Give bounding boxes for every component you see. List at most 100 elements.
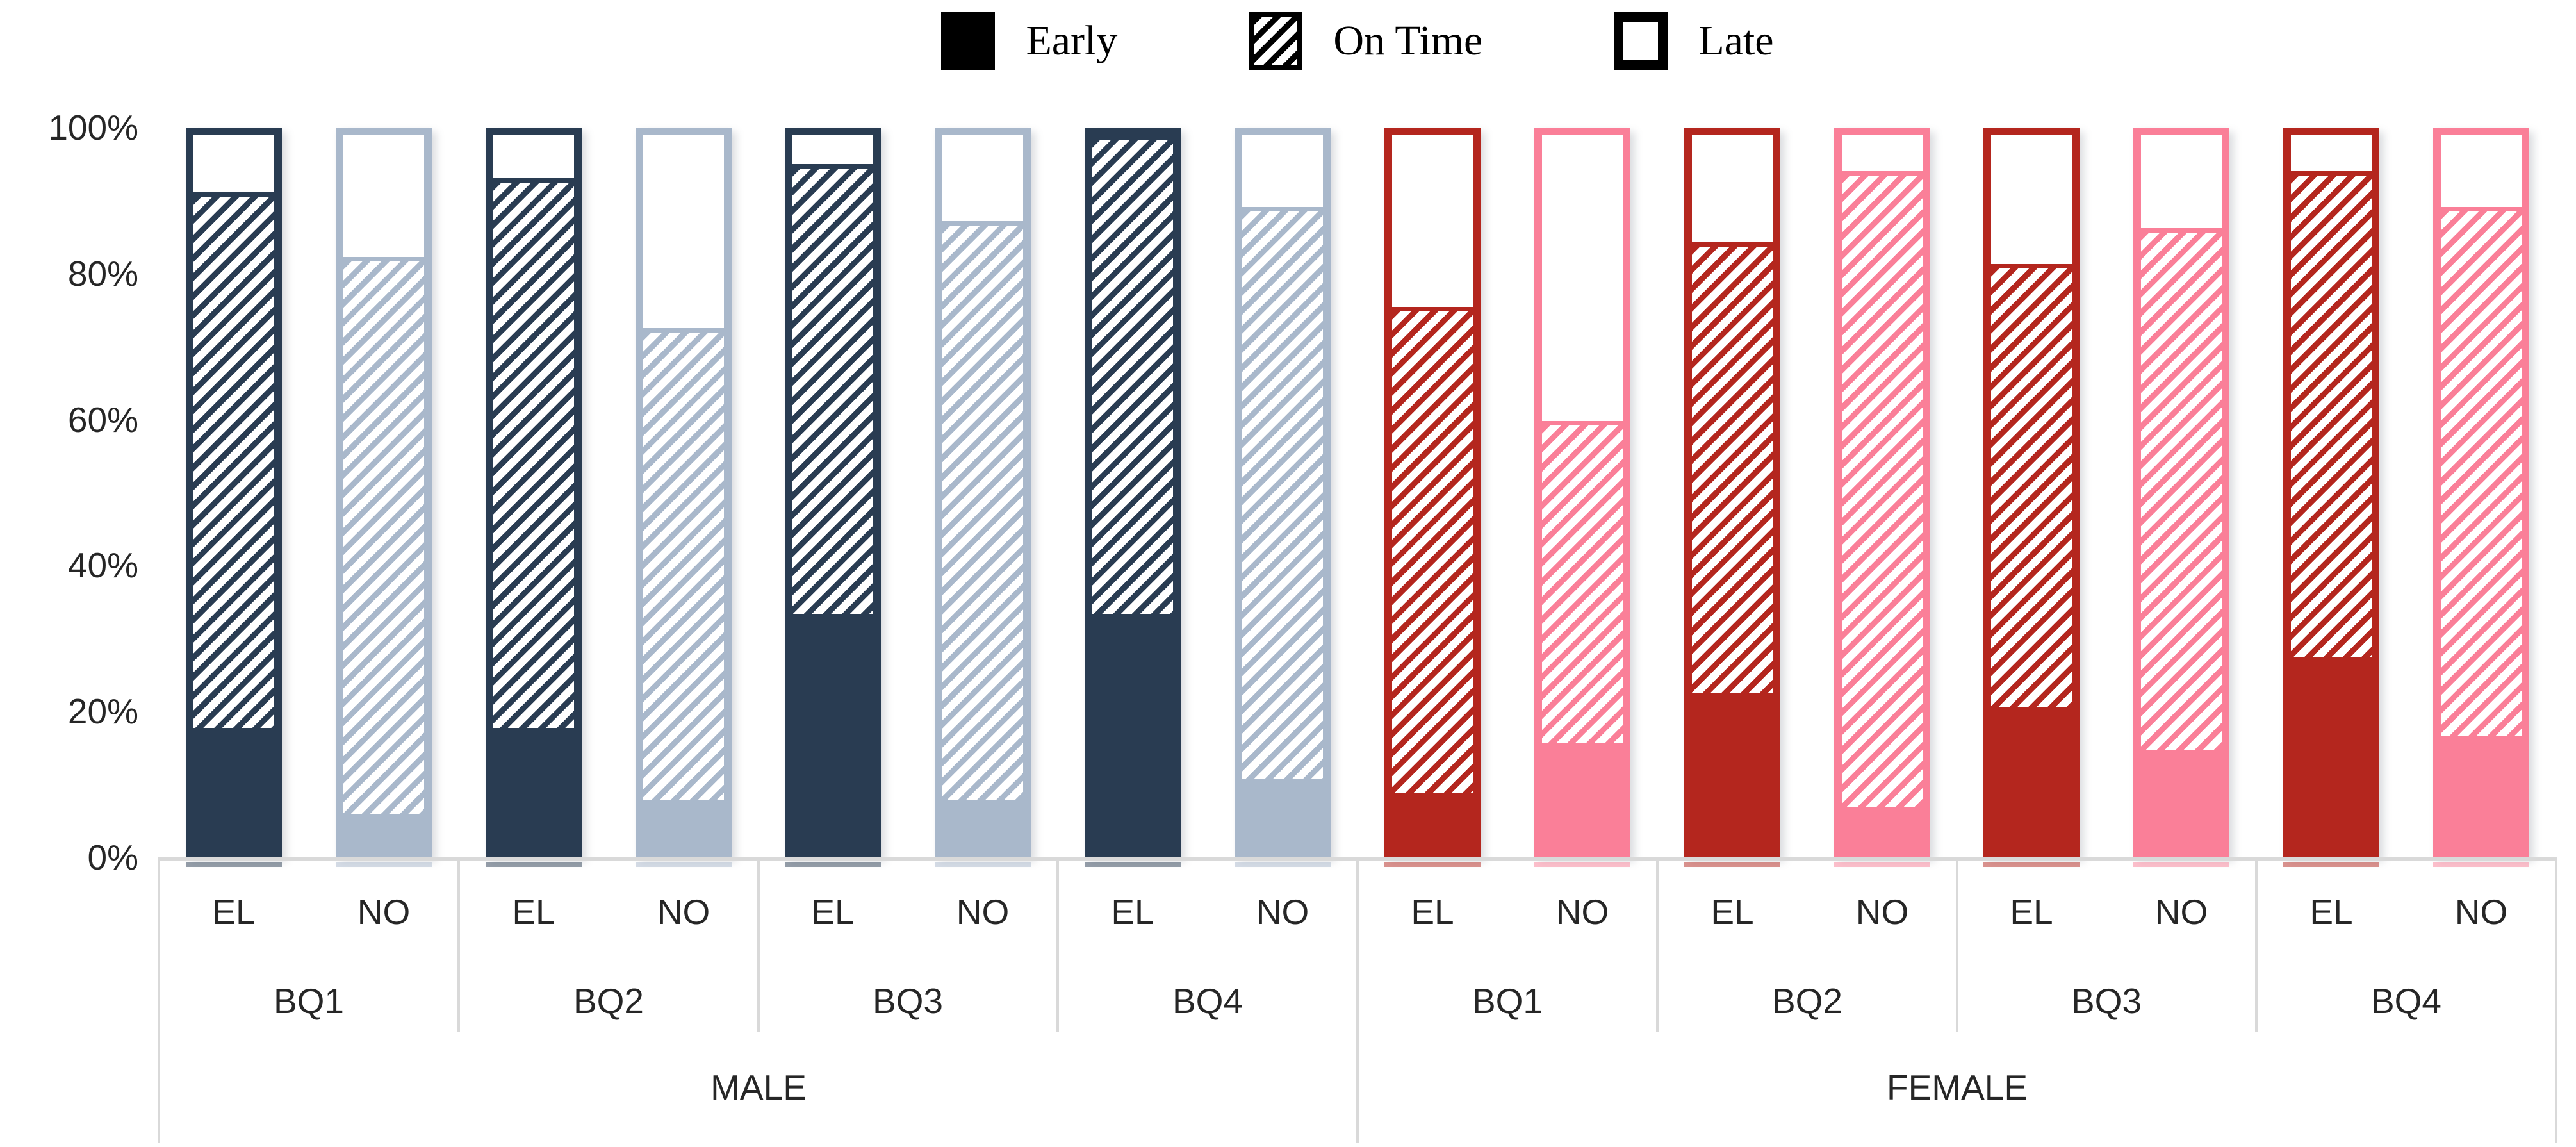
segment-on-time bbox=[1392, 306, 1473, 793]
bar-female-bq1-el bbox=[1384, 128, 1481, 857]
segment-late bbox=[2291, 135, 2372, 171]
legend-label-on-time: On Time bbox=[1333, 17, 1483, 64]
sub-category-label-female-bq3-no: NO bbox=[2154, 892, 2208, 932]
group-divider-line bbox=[1656, 857, 1659, 1032]
segment-early bbox=[643, 799, 724, 850]
segment-on-time bbox=[493, 177, 574, 729]
segment-early bbox=[942, 799, 1023, 850]
bar-bottom-shadow bbox=[2133, 862, 2229, 867]
segment-late bbox=[1842, 135, 1923, 171]
group-label-male-bq1: BQ1 bbox=[273, 981, 345, 1021]
segment-early bbox=[493, 728, 574, 850]
sub-category-label-female-bq4-no: NO bbox=[2454, 892, 2508, 932]
chart-legend: Early On Time Late bbox=[159, 3, 2556, 79]
bar-bottom-shadow bbox=[785, 862, 881, 867]
bar-female-bq4-no bbox=[2433, 128, 2529, 857]
sub-category-label-female-bq3-el: EL bbox=[2010, 892, 2053, 932]
section-divider-line bbox=[2555, 857, 2557, 1143]
y-tick-80: 80% bbox=[67, 254, 138, 293]
segment-late bbox=[193, 135, 274, 193]
section-divider-line bbox=[158, 857, 160, 1143]
on-time-hatched-swatch-icon bbox=[1249, 12, 1303, 70]
segment-late bbox=[1542, 135, 1623, 421]
segment-late bbox=[493, 135, 574, 178]
bar-bottom-shadow bbox=[2433, 862, 2529, 867]
segment-early bbox=[1542, 742, 1623, 850]
sub-category-label-male-bq2-el: EL bbox=[512, 892, 555, 932]
group-label-female-bq4: BQ4 bbox=[2370, 981, 2442, 1021]
group-label-male-bq4: BQ4 bbox=[1172, 981, 1243, 1021]
sub-category-label-male-bq1-no: NO bbox=[357, 892, 411, 932]
segment-early bbox=[2291, 656, 2372, 850]
segment-early bbox=[1692, 692, 1773, 850]
segment-on-time bbox=[643, 328, 724, 800]
segment-late bbox=[2141, 135, 2222, 228]
y-tick-100: 100% bbox=[48, 108, 138, 147]
bar-male-bq1-no bbox=[336, 128, 432, 857]
y-tick-60: 60% bbox=[67, 400, 138, 440]
group-divider-line bbox=[1056, 857, 1059, 1032]
group-divider-line bbox=[757, 857, 760, 1032]
legend-item-late: Late bbox=[1614, 12, 1774, 70]
section-divider-line bbox=[1356, 857, 1359, 1143]
segment-on-time bbox=[2141, 227, 2222, 750]
segment-late bbox=[1991, 135, 2072, 264]
sub-category-label-female-bq4-el: EL bbox=[2309, 892, 2353, 932]
sub-category-label-male-bq3-el: EL bbox=[811, 892, 855, 932]
segment-early bbox=[1092, 614, 1173, 850]
segment-early bbox=[1842, 807, 1923, 850]
group-divider-line bbox=[1956, 857, 1958, 1032]
sub-category-label-male-bq2-no: NO bbox=[657, 892, 710, 932]
segment-early bbox=[2441, 735, 2522, 850]
sub-category-label-male-bq1-el: EL bbox=[212, 892, 256, 932]
segment-early bbox=[193, 728, 274, 850]
bar-male-bq3-el bbox=[785, 128, 881, 857]
bar-bottom-shadow bbox=[636, 862, 732, 867]
sub-category-label-male-bq3-no: NO bbox=[956, 892, 1010, 932]
segment-early bbox=[1392, 792, 1473, 850]
segment-late bbox=[1692, 135, 1773, 243]
bar-female-bq2-el bbox=[1684, 128, 1780, 857]
sub-category-label-female-bq2-el: EL bbox=[1710, 892, 1754, 932]
sub-category-label-female-bq2-no: NO bbox=[1855, 892, 1909, 932]
sub-category-label-female-bq1-no: NO bbox=[1555, 892, 1609, 932]
y-tick-0: 0% bbox=[87, 838, 139, 877]
bar-female-bq3-el bbox=[1983, 128, 2080, 857]
sub-category-label-male-bq4-el: EL bbox=[1111, 892, 1154, 932]
group-label-female-bq3: BQ3 bbox=[2071, 981, 2142, 1021]
bar-female-bq3-no bbox=[2133, 128, 2229, 857]
bar-male-bq1-el bbox=[186, 128, 282, 857]
segment-late bbox=[792, 135, 873, 164]
segment-on-time bbox=[1242, 206, 1323, 779]
segment-early bbox=[1991, 706, 2072, 850]
segment-on-time bbox=[942, 220, 1023, 800]
bar-bottom-shadow bbox=[486, 862, 582, 867]
segment-late bbox=[343, 135, 424, 257]
segment-on-time bbox=[1991, 263, 2072, 707]
legend-label-early: Early bbox=[1026, 17, 1118, 64]
bar-bottom-shadow bbox=[1983, 862, 2080, 867]
segment-late bbox=[2441, 135, 2522, 207]
legend-item-early: Early bbox=[941, 12, 1117, 70]
bar-bottom-shadow bbox=[1834, 862, 1930, 867]
bar-male-bq4-el bbox=[1085, 128, 1181, 857]
segment-late bbox=[1242, 135, 1323, 207]
group-label-male-bq3: BQ3 bbox=[872, 981, 944, 1021]
segment-late bbox=[1392, 135, 1473, 307]
segment-on-time bbox=[1542, 421, 1623, 743]
legend-label-late: Late bbox=[1698, 17, 1774, 64]
segment-on-time bbox=[1842, 170, 1923, 807]
bar-bottom-shadow bbox=[1384, 862, 1481, 867]
bar-male-bq3-no bbox=[935, 128, 1031, 857]
segment-on-time bbox=[343, 256, 424, 814]
bar-bottom-shadow bbox=[1235, 862, 1331, 867]
section-label-female: FEMALE bbox=[1886, 1068, 2028, 1107]
bar-bottom-shadow bbox=[1534, 862, 1630, 867]
segment-on-time bbox=[1692, 242, 1773, 693]
segment-early bbox=[343, 814, 424, 850]
bar-bottom-shadow bbox=[186, 862, 282, 867]
bar-female-bq2-no bbox=[1834, 128, 1930, 857]
late-open-swatch-icon bbox=[1614, 12, 1668, 70]
segment-early bbox=[792, 614, 873, 850]
segment-late bbox=[643, 135, 724, 329]
